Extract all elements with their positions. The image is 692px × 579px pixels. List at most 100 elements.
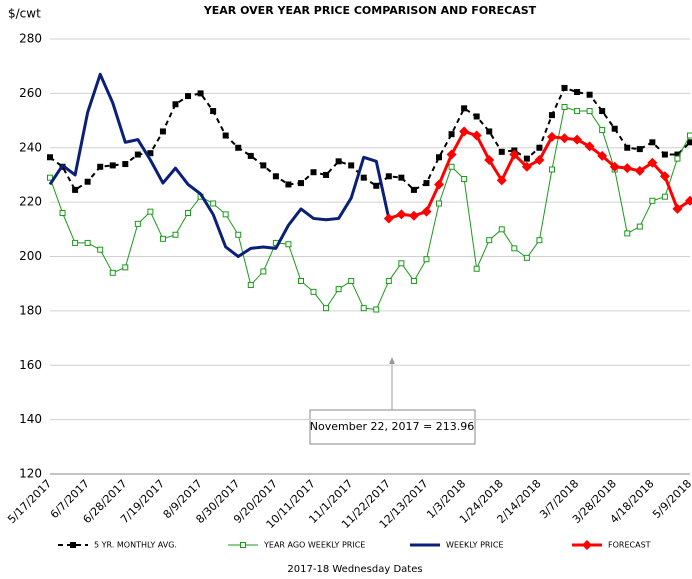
point — [548, 166, 555, 173]
point — [134, 220, 141, 227]
point — [360, 174, 367, 181]
point — [335, 286, 342, 293]
point — [323, 305, 330, 312]
point — [536, 144, 543, 151]
point — [473, 113, 480, 120]
y-tick-label: 260 — [19, 86, 42, 100]
point — [687, 132, 692, 139]
point — [471, 130, 482, 141]
point — [523, 254, 530, 261]
point — [523, 155, 530, 162]
x-tick-label: 5/17/2017 — [5, 477, 54, 526]
y-tick-label: 200 — [19, 249, 42, 263]
point — [398, 260, 405, 267]
point — [247, 152, 254, 159]
point — [609, 161, 620, 172]
point — [235, 144, 242, 151]
series-line — [388, 129, 691, 220]
point — [172, 231, 179, 238]
point — [559, 133, 570, 144]
point — [436, 154, 443, 161]
point — [272, 173, 279, 180]
y-tick-label: 240 — [19, 140, 42, 154]
point — [70, 542, 76, 548]
point — [584, 141, 595, 152]
annotation-box — [309, 409, 476, 445]
point — [47, 154, 53, 161]
point — [582, 540, 592, 550]
point — [297, 277, 304, 284]
point — [685, 195, 692, 206]
point — [448, 163, 455, 170]
point — [624, 144, 631, 151]
series-points — [47, 84, 692, 193]
point — [373, 182, 380, 189]
point — [260, 268, 267, 275]
point — [674, 151, 681, 158]
point — [446, 149, 457, 160]
point — [436, 200, 443, 207]
point — [247, 282, 254, 289]
point — [572, 134, 583, 145]
point — [348, 162, 355, 169]
point — [398, 174, 405, 181]
y-tick-label: 220 — [19, 195, 42, 209]
point — [599, 127, 606, 134]
point — [649, 197, 656, 204]
point — [210, 200, 217, 207]
point — [72, 239, 79, 246]
point — [546, 131, 557, 142]
point — [586, 108, 593, 115]
point — [461, 176, 468, 183]
point — [511, 245, 518, 252]
point — [561, 84, 568, 91]
point — [498, 148, 505, 155]
point — [486, 237, 493, 244]
point — [423, 180, 430, 187]
point — [574, 108, 581, 115]
series-line — [49, 86, 691, 191]
series-points — [383, 126, 692, 224]
y-tick-label: 160 — [19, 358, 42, 372]
point — [109, 269, 116, 276]
point — [661, 151, 668, 158]
point — [235, 231, 242, 238]
point — [385, 173, 392, 180]
point — [548, 112, 555, 119]
y-tick-label: 280 — [19, 32, 42, 46]
point — [310, 288, 317, 295]
point — [172, 101, 179, 108]
point — [185, 93, 192, 100]
point — [484, 154, 495, 165]
chart-title: YEAR OVER YEAR PRICE COMPARISON AND FORE… — [203, 4, 537, 17]
series-line — [49, 106, 691, 311]
point — [410, 186, 417, 193]
point — [97, 246, 104, 253]
point — [634, 165, 645, 176]
point — [222, 132, 229, 139]
point — [72, 186, 79, 193]
point — [396, 209, 407, 220]
point — [297, 180, 304, 187]
y-tick-label: 120 — [19, 467, 42, 481]
point — [661, 193, 668, 200]
point — [461, 105, 468, 112]
point — [210, 108, 217, 115]
point — [97, 163, 104, 170]
point — [260, 162, 267, 169]
point — [611, 125, 618, 132]
x-axis-title: 2017-18 Wednesday Dates — [287, 564, 422, 575]
annotation: November 22, 2017 = 213.96 — [310, 420, 474, 433]
series-points — [47, 103, 692, 313]
point — [636, 146, 643, 153]
y-axis-title: $/cwt — [8, 7, 41, 21]
legend-label: WEEKLY PRICE — [446, 541, 503, 550]
point — [597, 150, 608, 161]
point — [659, 171, 670, 182]
point — [383, 213, 394, 224]
point — [459, 126, 470, 137]
point — [373, 306, 380, 313]
point — [647, 157, 658, 168]
point — [423, 256, 430, 263]
